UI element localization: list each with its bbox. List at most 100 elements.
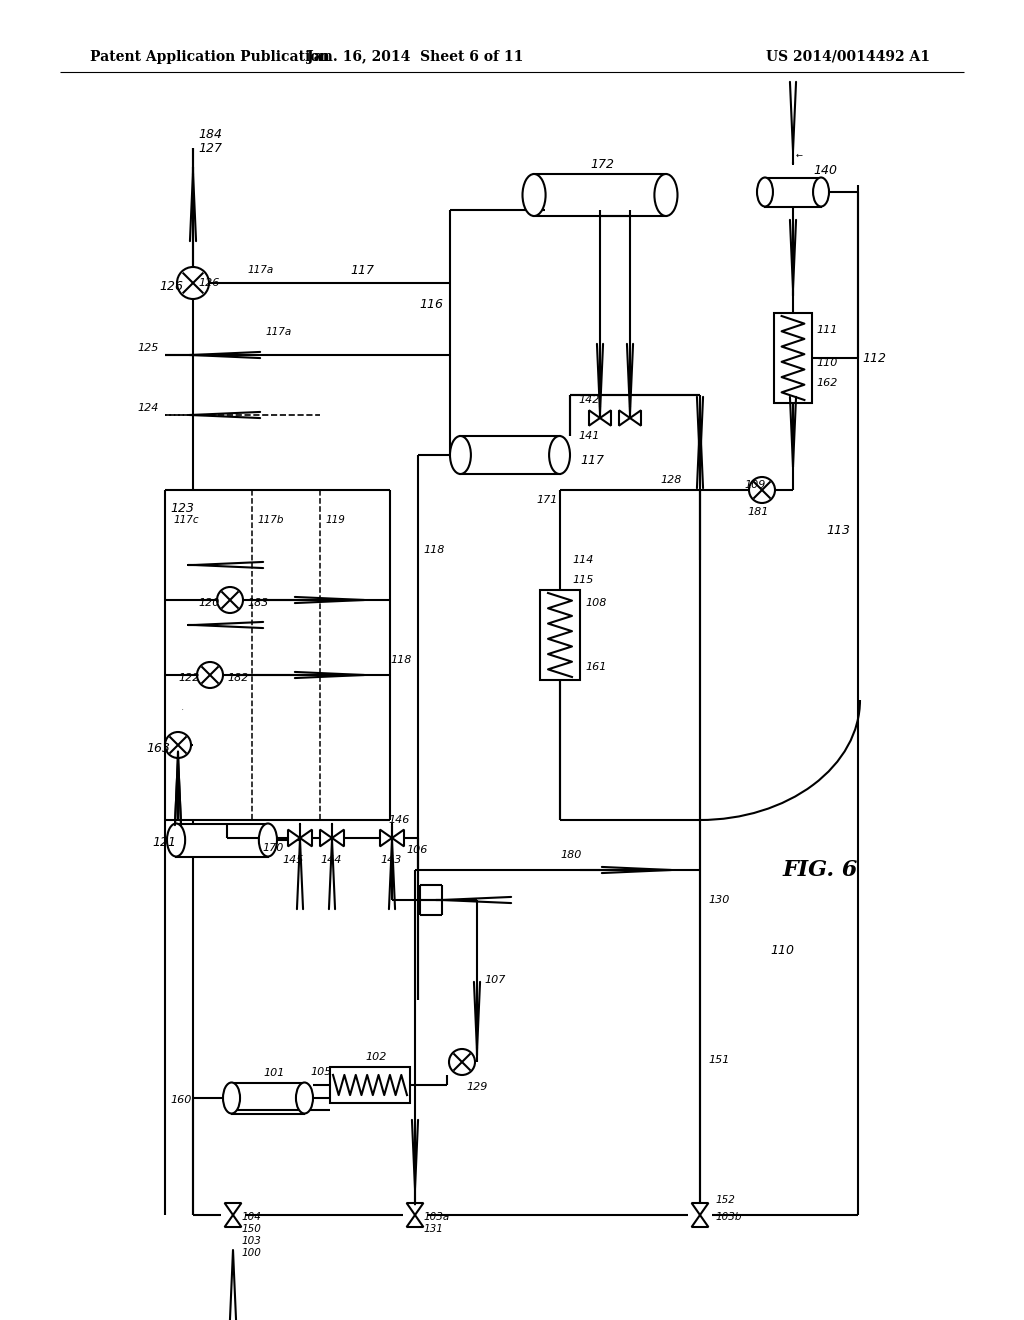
Text: 140: 140 bbox=[813, 164, 837, 177]
Text: 141: 141 bbox=[578, 432, 599, 441]
Ellipse shape bbox=[223, 1082, 240, 1114]
Text: 150: 150 bbox=[241, 1224, 261, 1234]
Text: 103: 103 bbox=[241, 1236, 261, 1246]
Text: 146: 146 bbox=[388, 814, 410, 825]
Text: 152: 152 bbox=[715, 1195, 735, 1205]
Bar bbox=[330, 1067, 410, 1104]
Text: 121: 121 bbox=[152, 837, 176, 850]
Polygon shape bbox=[332, 829, 344, 846]
Ellipse shape bbox=[296, 1082, 313, 1114]
Circle shape bbox=[749, 477, 775, 503]
Text: 112: 112 bbox=[862, 351, 886, 364]
Polygon shape bbox=[392, 829, 404, 846]
Text: 180: 180 bbox=[560, 850, 582, 861]
Text: 109: 109 bbox=[744, 480, 765, 490]
Bar bbox=[231, 1082, 304, 1114]
Text: 117c: 117c bbox=[173, 515, 199, 525]
Polygon shape bbox=[288, 829, 300, 846]
Text: FIG. 6: FIG. 6 bbox=[782, 859, 858, 880]
Text: 183: 183 bbox=[247, 598, 268, 609]
Polygon shape bbox=[224, 1203, 242, 1214]
Text: 119: 119 bbox=[325, 515, 345, 525]
Text: 104: 104 bbox=[241, 1212, 261, 1222]
Text: 101: 101 bbox=[263, 1068, 285, 1078]
Text: 115: 115 bbox=[572, 576, 593, 585]
Bar bbox=[765, 177, 821, 206]
Circle shape bbox=[217, 587, 243, 612]
Text: 163: 163 bbox=[146, 742, 170, 755]
Text: 170: 170 bbox=[262, 843, 284, 853]
Bar bbox=[774, 313, 812, 403]
Polygon shape bbox=[224, 1214, 242, 1228]
Text: 107: 107 bbox=[484, 975, 506, 985]
Text: 118: 118 bbox=[390, 655, 412, 665]
Ellipse shape bbox=[813, 177, 829, 206]
Text: 114: 114 bbox=[572, 554, 593, 565]
Text: 172: 172 bbox=[590, 158, 614, 172]
Text: 145: 145 bbox=[282, 855, 303, 865]
Ellipse shape bbox=[522, 174, 546, 216]
Text: 108: 108 bbox=[585, 598, 606, 609]
Text: 184: 184 bbox=[198, 128, 222, 141]
Text: 103a: 103a bbox=[423, 1212, 450, 1222]
Polygon shape bbox=[300, 829, 312, 846]
Text: 100: 100 bbox=[241, 1247, 261, 1258]
Circle shape bbox=[197, 663, 223, 688]
Polygon shape bbox=[380, 829, 392, 846]
Text: 171: 171 bbox=[537, 495, 558, 506]
Polygon shape bbox=[319, 829, 332, 846]
Ellipse shape bbox=[549, 436, 570, 474]
Ellipse shape bbox=[654, 174, 678, 216]
Text: 131: 131 bbox=[423, 1224, 442, 1234]
Text: 127: 127 bbox=[198, 141, 222, 154]
Text: 129: 129 bbox=[466, 1082, 487, 1092]
Text: 181: 181 bbox=[748, 507, 769, 517]
Text: 142: 142 bbox=[578, 395, 599, 405]
Text: 106: 106 bbox=[406, 845, 427, 855]
Text: US 2014/0014492 A1: US 2014/0014492 A1 bbox=[766, 50, 930, 63]
Text: 161: 161 bbox=[585, 663, 606, 672]
Bar bbox=[540, 590, 580, 680]
Ellipse shape bbox=[259, 824, 278, 857]
Text: 126: 126 bbox=[198, 279, 219, 288]
Polygon shape bbox=[691, 1214, 709, 1228]
Text: 120: 120 bbox=[198, 598, 219, 609]
Circle shape bbox=[449, 1049, 475, 1074]
Text: 110: 110 bbox=[770, 944, 794, 957]
Ellipse shape bbox=[757, 177, 773, 206]
Polygon shape bbox=[691, 1203, 709, 1214]
Text: 160: 160 bbox=[170, 1096, 191, 1105]
Bar bbox=[535, 174, 666, 216]
Text: 123: 123 bbox=[170, 502, 194, 515]
Text: 128: 128 bbox=[660, 475, 681, 484]
Text: Patent Application Publication: Patent Application Publication bbox=[90, 50, 330, 63]
Text: 144: 144 bbox=[319, 855, 341, 865]
Text: 118: 118 bbox=[423, 545, 444, 554]
Polygon shape bbox=[618, 411, 630, 425]
Text: 110: 110 bbox=[816, 358, 838, 368]
Text: 124: 124 bbox=[137, 403, 159, 413]
Polygon shape bbox=[589, 411, 600, 425]
Text: 151: 151 bbox=[708, 1055, 729, 1065]
Text: 125: 125 bbox=[137, 343, 159, 352]
Ellipse shape bbox=[450, 436, 471, 474]
Circle shape bbox=[177, 267, 209, 300]
Text: 162: 162 bbox=[816, 378, 838, 388]
Text: 122: 122 bbox=[178, 673, 200, 682]
Text: 103b: 103b bbox=[715, 1212, 741, 1222]
Circle shape bbox=[165, 733, 191, 758]
Text: 113: 113 bbox=[826, 524, 850, 536]
Text: Jan. 16, 2014  Sheet 6 of 11: Jan. 16, 2014 Sheet 6 of 11 bbox=[307, 50, 523, 63]
Text: 117a: 117a bbox=[265, 327, 291, 337]
Bar bbox=[461, 436, 559, 474]
Text: 102: 102 bbox=[365, 1052, 386, 1063]
Text: 105: 105 bbox=[310, 1067, 332, 1077]
Text: 116: 116 bbox=[419, 298, 443, 312]
Text: 143: 143 bbox=[380, 855, 401, 865]
Text: 117b: 117b bbox=[257, 515, 284, 525]
Text: ←: ← bbox=[796, 150, 803, 160]
Text: 111: 111 bbox=[816, 325, 838, 335]
Text: 117a: 117a bbox=[247, 265, 273, 275]
Polygon shape bbox=[407, 1203, 423, 1214]
Ellipse shape bbox=[167, 824, 185, 857]
